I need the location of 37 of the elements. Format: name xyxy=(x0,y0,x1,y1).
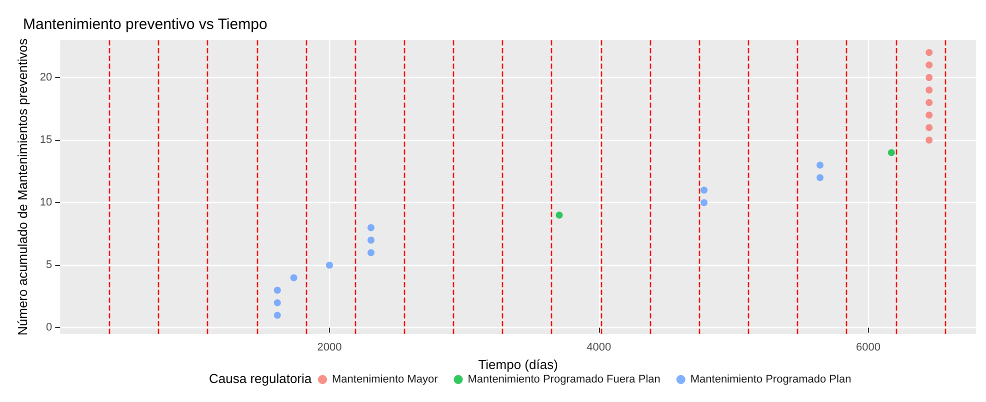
point xyxy=(700,199,708,206)
y-tick-label: 20 xyxy=(40,72,52,84)
x-axis-title: Tiempo (días) xyxy=(478,356,558,372)
point xyxy=(926,86,933,94)
x-tick-label: 6000 xyxy=(856,342,880,354)
point xyxy=(556,212,563,219)
point xyxy=(700,186,708,194)
y-axis-title: Número acumulado de Mantenimientos preventivos xyxy=(15,38,30,336)
y-tick-label: 5 xyxy=(46,259,52,272)
point xyxy=(368,236,374,244)
legend-label: Mantenimiento Programado Fuera Plan xyxy=(468,374,660,386)
point xyxy=(926,112,933,119)
legend-label: Mantenimiento Mayor xyxy=(332,374,438,386)
chart-title: Mantenimiento preventivo vs Tiempo xyxy=(23,16,268,33)
x-tick-label: 4000 xyxy=(586,342,612,354)
y-tick-label: 15 xyxy=(40,134,52,146)
x-tick-label: 2000 xyxy=(317,342,342,354)
point xyxy=(290,274,298,282)
point xyxy=(926,124,933,132)
legend-title: Causa regulatoria xyxy=(209,371,312,386)
point xyxy=(368,249,374,256)
point xyxy=(926,49,933,56)
point xyxy=(274,299,281,306)
point xyxy=(926,99,933,106)
point xyxy=(926,136,933,144)
point xyxy=(274,286,281,294)
point xyxy=(926,62,933,69)
legend-label: Mantenimiento Programado Plan xyxy=(690,374,852,386)
y-tick-label: 10 xyxy=(40,196,52,209)
point xyxy=(368,224,374,232)
point xyxy=(926,74,933,82)
y-tick-label: 0 xyxy=(46,322,52,334)
point xyxy=(274,312,281,319)
point xyxy=(326,262,334,269)
point xyxy=(888,149,895,156)
point xyxy=(816,174,824,182)
point xyxy=(816,162,824,169)
